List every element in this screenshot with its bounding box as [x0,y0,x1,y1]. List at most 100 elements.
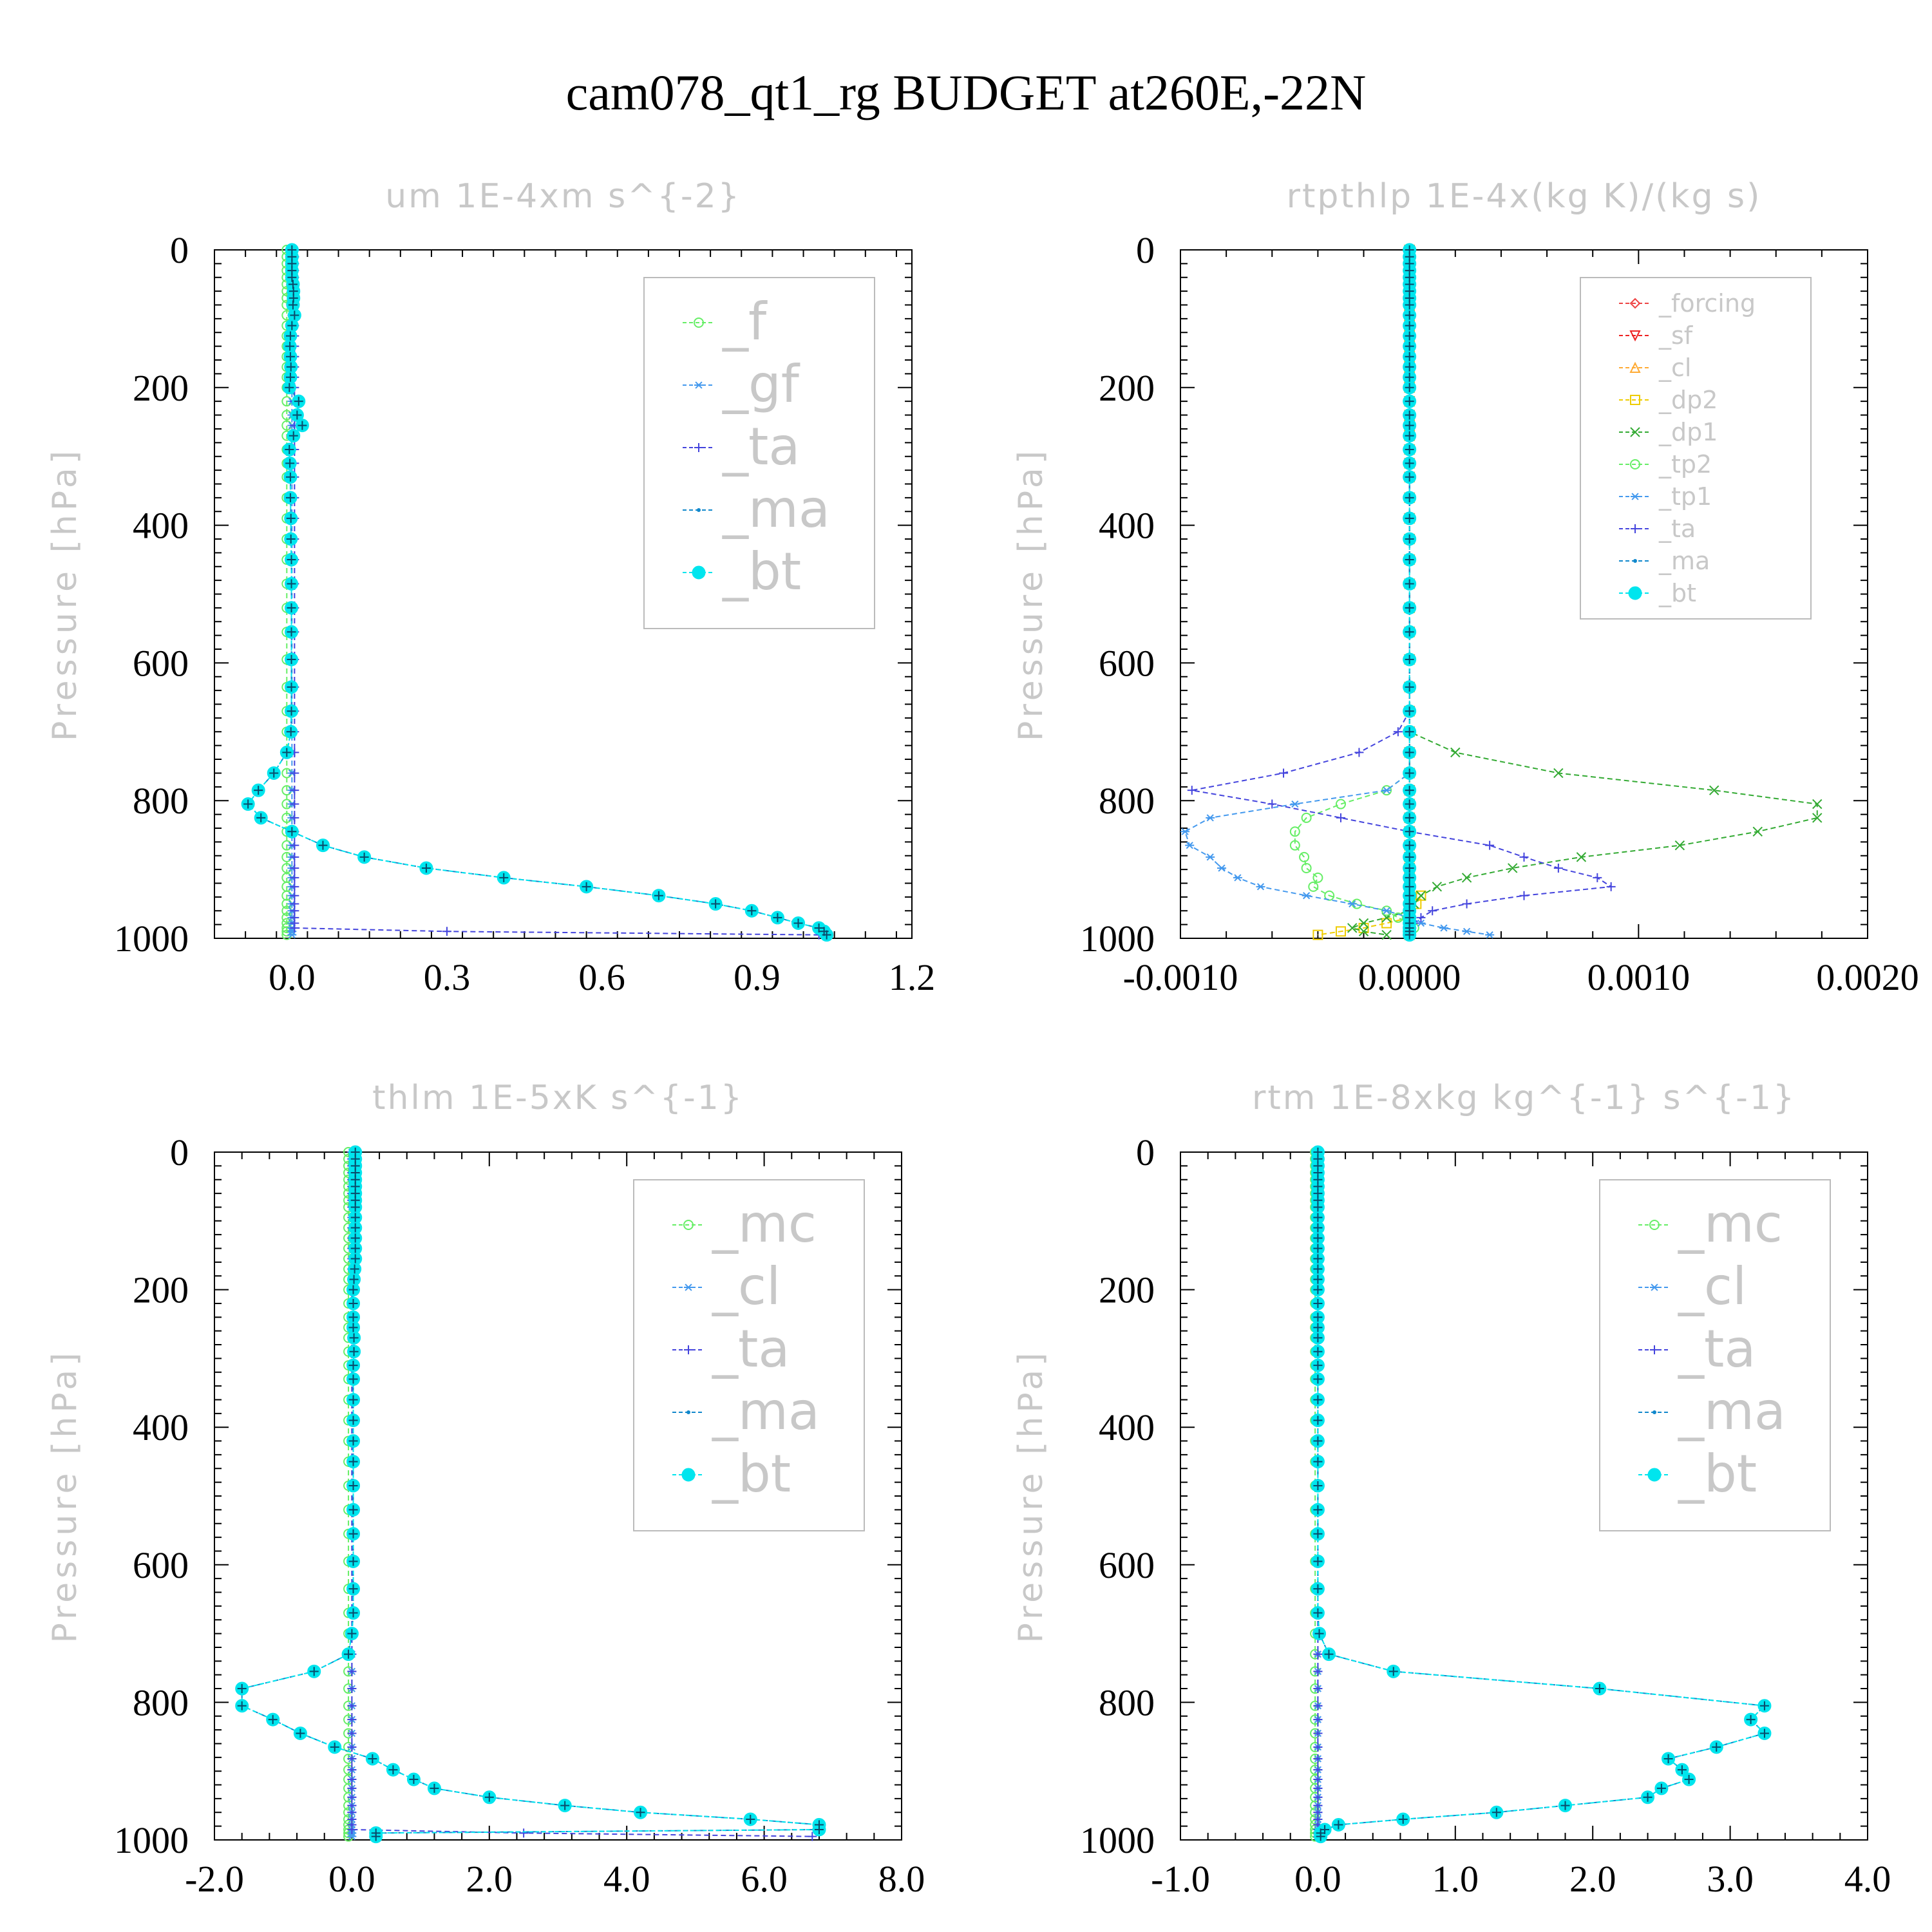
data-point [1313,1505,1323,1515]
data-point [421,863,431,873]
data-point [318,840,328,850]
data-point [1416,891,1426,901]
data-point [1313,1667,1323,1676]
legend-label: _ma [1678,1381,1786,1441]
data-point [1393,727,1403,737]
y-tick-label: 1000 [1080,918,1155,960]
data-point [636,1808,645,1817]
legend-marker [1647,1468,1662,1482]
data-point [254,786,263,795]
data-point [409,1775,419,1785]
data-point [1405,799,1414,809]
series-tp2 [1289,245,1419,940]
legend-label: _ma [722,479,830,539]
legend-label: _mc [1678,1194,1783,1254]
data-point [349,1274,359,1284]
legend-label: _ta [1678,1319,1756,1379]
data-point [1313,1347,1323,1356]
data-point [654,891,663,900]
data-point [290,873,299,882]
data-point [1405,493,1414,502]
x-tick-label: -1.0 [1151,1858,1210,1900]
data-point [1313,1728,1323,1738]
data-point [285,372,295,382]
series-ma-overlay [1313,1148,1769,1841]
data-point [814,923,824,933]
data-point [347,1667,357,1676]
legend-box [633,1179,865,1531]
legend-marker [1628,586,1642,600]
data-point [290,863,299,873]
data-point [1313,1213,1323,1222]
legend: _mc_cl_ta_ma_bt [1599,1179,1831,1531]
data-point [1313,1323,1323,1332]
y-tick-label: 200 [1099,1269,1155,1311]
data-point [560,1801,570,1810]
data-point [442,927,451,936]
data-point [1313,1244,1323,1253]
data-point [1313,1312,1323,1322]
data-point [1299,851,1310,862]
data-point [290,813,299,822]
data-point [1746,1715,1756,1725]
series-group [235,1145,826,1844]
data-point [347,1684,357,1694]
legend-label: _bt [712,1444,791,1504]
data-point [1313,1649,1323,1659]
series-ta [1187,245,1616,940]
panel-4: rtm 1E-8xkg kg^{-1} s^{-1} 0 200 400 600 800 1… [1012,1079,1891,1900]
legend-marker [683,1220,694,1230]
y-tick-label: 600 [133,642,189,684]
data-point [268,1715,278,1725]
y-axis-label: Pressure [hPa] [1012,1349,1050,1643]
data-point [286,513,296,523]
data-point [1405,768,1414,778]
data-point [1656,1783,1666,1793]
y-axis-label: Pressure [hPa] [1012,447,1050,741]
data-point [350,1223,360,1233]
data-point [371,1832,381,1841]
data-point [1405,383,1414,392]
legend-marker [1650,1283,1659,1291]
legend-item: _gf [683,354,800,414]
y-tick-label: 200 [133,1269,189,1311]
legend-label: _sf [1658,321,1694,350]
y-tick-label: 200 [1099,367,1155,409]
data-point [350,1244,360,1253]
data-point [243,799,253,809]
data-point [1308,881,1319,892]
legend-label: _tp2 [1658,450,1712,478]
legend-item: _ma [1619,547,1710,575]
data-point [1313,1775,1323,1785]
data-point [1185,842,1195,849]
x-tick-label: 3.0 [1707,1858,1754,1900]
data-point [286,727,296,737]
data-point [1335,799,1346,810]
data-point [290,310,299,320]
data-point [1405,891,1414,900]
legend: _mc_cl_ta_ma_bt [633,1179,865,1531]
legend-label: _cl [712,1256,781,1316]
legend-marker [1653,1410,1656,1414]
data-point [1381,918,1392,929]
data-point [1405,431,1414,440]
legend-marker [681,1468,696,1482]
x-tick-label: 1.0 [1432,1858,1479,1900]
data-point [1354,748,1364,757]
legend-marker [1629,361,1641,373]
data-point [1336,813,1345,822]
legend-marker [684,1283,693,1291]
y-axis-label: Pressure [hPa] [46,447,84,741]
data-point [347,1754,357,1763]
x-tick-label: 4.0 [603,1858,650,1900]
data-point [814,1824,824,1834]
data-point [348,1395,358,1405]
x-tick-label: 0.6 [578,956,625,998]
data-point [1405,786,1414,795]
legend-marker [692,565,706,580]
y-tick-label: 800 [133,1681,189,1723]
legend: _f_gf_ta_ma_bt [643,277,875,629]
data-point [1677,1765,1687,1775]
data-point [1405,397,1414,406]
data-point [1324,890,1335,901]
